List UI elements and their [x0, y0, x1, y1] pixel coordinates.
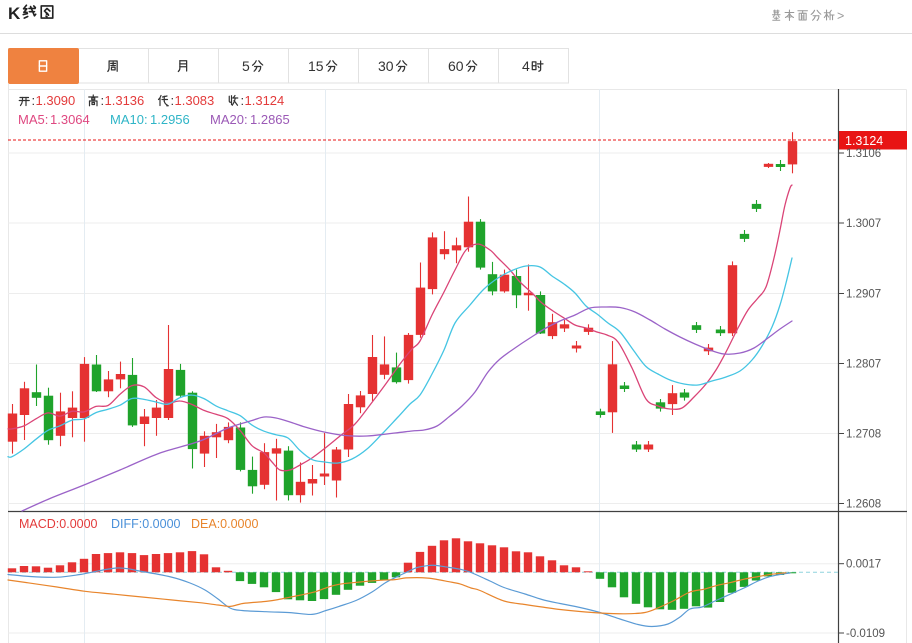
- svg-text:1.3064: 1.3064: [50, 112, 90, 127]
- svg-text:1.3136: 1.3136: [105, 93, 145, 108]
- svg-text:DIFF:0.0000: DIFF:0.0000: [111, 517, 181, 531]
- svg-text:K: K: [8, 4, 21, 23]
- svg-text:1.2708: 1.2708: [846, 429, 881, 441]
- svg-text::: :: [101, 93, 105, 108]
- svg-text:1.3090: 1.3090: [36, 93, 76, 108]
- svg-text:4: 4: [522, 58, 530, 74]
- svg-text:1.2807: 1.2807: [846, 359, 881, 371]
- svg-text:30: 30: [378, 58, 394, 74]
- svg-text:1.3106: 1.3106: [846, 148, 881, 160]
- svg-text:0.0017: 0.0017: [846, 559, 881, 571]
- svg-text:1.3124: 1.3124: [245, 93, 285, 108]
- svg-text::: :: [171, 93, 175, 108]
- svg-text:1.2865: 1.2865: [250, 112, 290, 127]
- svg-text:1.2956: 1.2956: [150, 112, 190, 127]
- svg-text:1.2907: 1.2907: [846, 289, 881, 301]
- svg-text:1.2608: 1.2608: [846, 499, 881, 511]
- svg-text:60: 60: [448, 58, 464, 74]
- svg-text:15: 15: [308, 58, 324, 74]
- svg-text:1.3124: 1.3124: [845, 134, 883, 148]
- svg-text::: :: [241, 93, 245, 108]
- svg-text:MA5:: MA5:: [18, 112, 48, 127]
- svg-text::: :: [32, 93, 36, 108]
- svg-text:>: >: [837, 9, 844, 23]
- svg-text:MA10:: MA10:: [110, 112, 148, 127]
- svg-text:1.3007: 1.3007: [846, 218, 881, 230]
- svg-text:MA20:: MA20:: [210, 112, 248, 127]
- svg-text:1.3083: 1.3083: [175, 93, 215, 108]
- svg-text:5: 5: [242, 58, 250, 74]
- svg-text:DEA:0.0000: DEA:0.0000: [191, 517, 258, 531]
- svg-text:-0.0109: -0.0109: [846, 628, 885, 640]
- svg-text:MACD:0.0000: MACD:0.0000: [19, 517, 98, 531]
